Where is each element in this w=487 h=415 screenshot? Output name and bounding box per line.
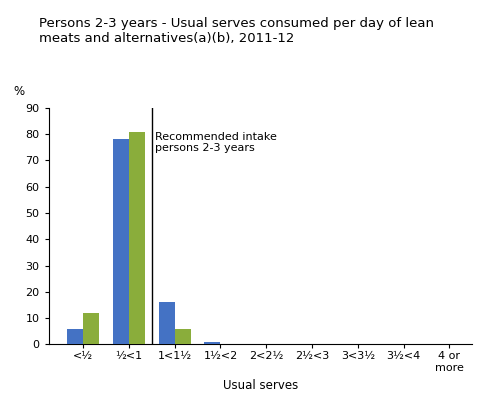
Bar bbox=[205, 342, 221, 344]
X-axis label: Usual serves: Usual serves bbox=[223, 378, 298, 391]
Text: Persons 2-3 years - Usual serves consumed per day of lean
meats and alternatives: Persons 2-3 years - Usual serves consume… bbox=[39, 17, 434, 44]
Bar bbox=[159, 303, 175, 344]
Bar bbox=[175, 329, 191, 344]
Bar bbox=[129, 132, 145, 344]
Bar bbox=[83, 313, 99, 344]
Bar bbox=[113, 139, 129, 344]
Text: Recommended intake
persons 2-3 years: Recommended intake persons 2-3 years bbox=[155, 132, 277, 153]
Bar bbox=[67, 329, 83, 344]
Y-axis label: %: % bbox=[14, 85, 25, 98]
